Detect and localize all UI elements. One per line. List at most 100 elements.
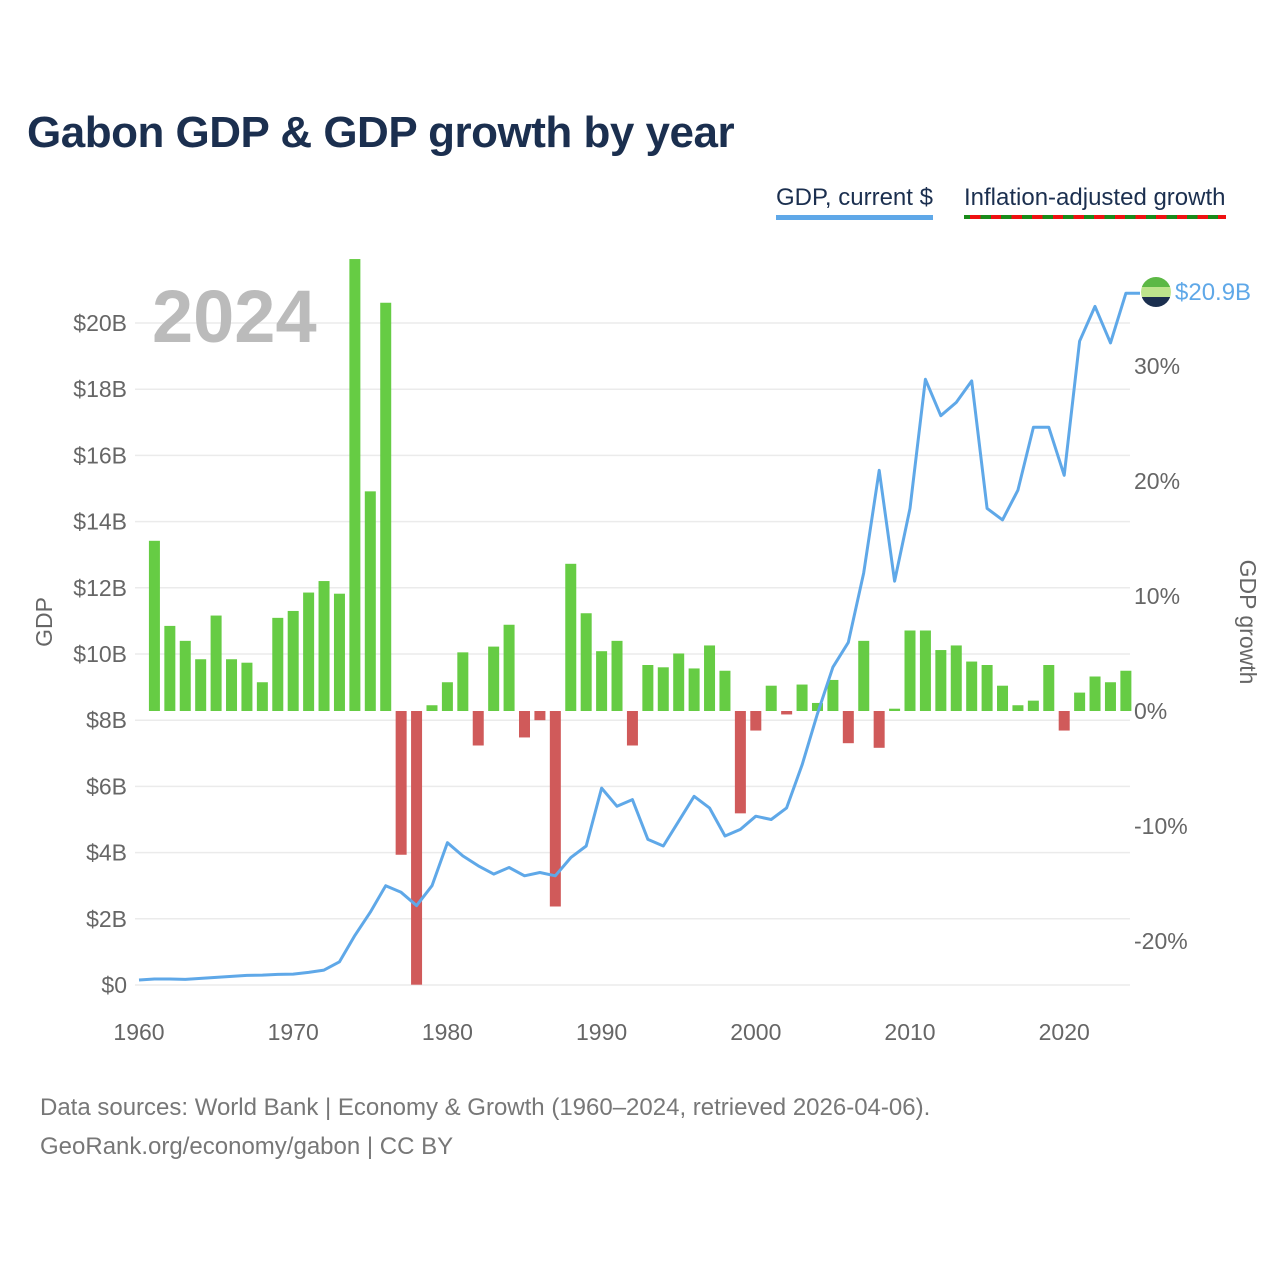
growth-bar-1975[interactable] [364,491,376,711]
growth-bar-1991[interactable] [611,640,623,711]
x-tick-label: 2000 [730,1019,781,1045]
growth-bar-2003[interactable] [796,684,808,711]
y2-tick-label: 10% [1134,583,1180,609]
growth-bar-1987[interactable] [549,711,561,907]
growth-bar-1989[interactable] [580,613,592,711]
x-tick-label: 1970 [268,1019,319,1045]
growth-bar-1968[interactable] [256,682,268,711]
y2-tick-label: 20% [1134,468,1180,494]
chart-title: Gabon GDP & GDP growth by year [27,108,735,157]
growth-bar-2021[interactable] [1074,692,1086,711]
gdp-line [138,291,1140,982]
growth-bar-2011[interactable] [919,630,931,712]
x-tick-label: 2010 [884,1019,935,1045]
y2-tick-label: 0% [1134,698,1167,724]
growth-bar-2022[interactable] [1089,676,1101,712]
growth-bar-2015[interactable] [981,665,993,711]
growth-bar-1999[interactable] [734,711,746,814]
growth-bar-1993[interactable] [642,665,654,711]
growth-bar-2018[interactable] [1027,700,1039,711]
y-tick-label: $14B [73,509,127,535]
growth-bar-1982[interactable] [472,711,484,746]
growth-bar-2023[interactable] [1104,682,1116,711]
growth-bar-1971[interactable] [303,592,315,711]
growth-bar-2017[interactable] [1012,705,1024,711]
growth-bar-2005[interactable] [827,679,839,711]
growth-bar-1963[interactable] [179,640,191,711]
growth-bar-2014[interactable] [966,661,978,711]
growth-bar-1973[interactable] [333,593,345,711]
growth-bar-1972[interactable] [318,581,330,711]
growth-bar-2019[interactable] [1043,665,1055,711]
growth-bar-2008[interactable] [873,711,885,748]
growth-bar-1986[interactable] [534,711,546,721]
legend-gdp[interactable]: GDP, current $ [776,184,933,220]
gabon-flag-marker-icon [1141,277,1171,307]
y-tick-label: $8B [86,707,127,733]
y-tick-label: $6B [86,773,127,799]
x-tick-label: 1980 [422,1019,473,1045]
growth-bar-2001[interactable] [765,685,777,711]
growth-bar-1997[interactable] [704,645,716,711]
growth-bar-2013[interactable] [950,645,962,711]
growth-bar-1995[interactable] [673,653,685,712]
y2-axis-label: GDP growth [1235,560,1261,685]
growth-bar-1961[interactable] [148,540,160,711]
growth-bar-1970[interactable] [287,610,299,711]
y2-tick-label: -10% [1134,813,1188,839]
growth-bar-1998[interactable] [719,670,731,711]
growth-bar-1996[interactable] [688,668,700,711]
growth-bar-1992[interactable] [626,711,638,746]
year-label: 2024 [152,275,317,358]
growth-bar-2006[interactable] [842,711,854,744]
growth-bar-2016[interactable] [997,685,1009,711]
y-tick-label: $10B [73,641,127,667]
growth-bar-1965[interactable] [210,615,222,711]
y-tick-label: $16B [73,442,127,468]
growth-bar-1984[interactable] [503,624,515,711]
growth-bar-1988[interactable] [565,563,577,711]
end-value-label: $20.9B [1175,279,1251,306]
footer: Data sources: World Bank | Economy & Gro… [40,1088,930,1166]
legend-growth[interactable]: Inflation-adjusted growth [964,184,1226,219]
y-tick-label: $0 [101,972,127,998]
growth-bar-1994[interactable] [657,667,669,711]
x-tick-label: 2020 [1039,1019,1090,1045]
growth-bar-1990[interactable] [596,651,608,711]
growth-bar-2009[interactable] [889,708,901,711]
y-tick-label: $12B [73,575,127,601]
y-tick-label: $18B [73,376,127,402]
growth-bar-2024[interactable] [1120,670,1132,711]
growth-bar-1977[interactable] [395,711,407,855]
growth-bar-1985[interactable] [519,711,530,738]
growth-bar-2004[interactable] [811,702,823,711]
x-tick-label: 1960 [113,1019,164,1045]
growth-bar-1981[interactable] [457,652,469,711]
growth-bar-1980[interactable] [441,682,453,711]
growth-bar-1969[interactable] [272,617,284,711]
growth-bar-2007[interactable] [858,640,870,711]
growth-bar-1978[interactable] [411,711,423,985]
y-tick-label: $2B [86,906,127,932]
growth-bar-1967[interactable] [241,662,253,711]
growth-bar-2002[interactable] [781,711,793,715]
growth-bar-1962[interactable] [164,625,176,711]
y2-tick-label: -20% [1134,928,1188,954]
growth-bar-1964[interactable] [195,659,207,711]
x-tick-label: 1990 [576,1019,627,1045]
growth-bar-1979[interactable] [426,705,438,711]
growth-bar-2020[interactable] [1058,711,1070,731]
growth-bar-2010[interactable] [904,630,916,712]
y-tick-label: $20B [73,310,127,336]
growth-bar-1976[interactable] [380,302,392,711]
growth-bar-1983[interactable] [488,646,500,711]
growth-bar-2000[interactable] [750,711,762,731]
growth-bar-1974[interactable] [349,259,361,711]
growth-bar-2012[interactable] [935,650,947,711]
growth-bar-1966[interactable] [226,659,238,711]
y-axis-label: GDP [31,597,57,647]
footer-link[interactable]: GeoRank.org/economy/gabon | CC BY [40,1133,454,1160]
y2-tick-label: 30% [1134,353,1180,379]
footer-sources: Data sources: World Bank | Economy & Gro… [40,1094,931,1121]
